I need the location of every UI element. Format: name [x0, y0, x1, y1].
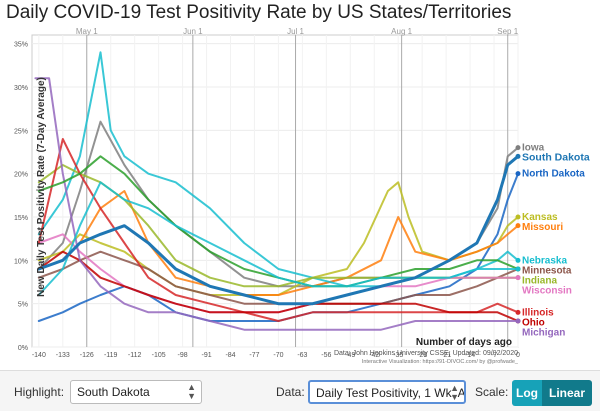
- series-label-missouri: Missouri: [522, 222, 563, 233]
- x-tick-label: -112: [128, 352, 142, 359]
- month-label: Sep 1: [497, 27, 518, 36]
- month-label: Aug 1: [391, 27, 412, 36]
- series-label-nebraska: Nebraska: [522, 255, 567, 266]
- x-tick-label: -7: [491, 352, 497, 359]
- series-label-south-dakota: South Dakota: [522, 152, 590, 164]
- series-label-ohio: Ohio: [522, 317, 545, 328]
- series-endpoint: [515, 275, 521, 281]
- y-axis-label: New Daily Test Positivity Rate (7-Day Av…: [36, 77, 47, 297]
- series-line-unlabeled[interactable]: [37, 155, 519, 288]
- series-line-south-dakota[interactable]: [37, 154, 520, 306]
- y-tick-label: 10%: [14, 258, 28, 265]
- select-chevron-icon: ▲ ▼: [187, 383, 196, 401]
- x-tick-label: -56: [321, 352, 331, 359]
- data-label: Data:: [276, 385, 305, 399]
- page-title: Daily COVID-19 Test Positivity Rate by U…: [6, 2, 512, 23]
- x-tick-label: -133: [56, 352, 70, 359]
- month-label: Jul 1: [287, 27, 304, 36]
- data-select-value: Daily Test Positivity, 1 Wk. Avg.: [316, 386, 466, 400]
- chevron-down-icon: ▼: [450, 392, 459, 402]
- x-axis-label: Number of days ago: [416, 337, 512, 348]
- month-label: Jun 1: [183, 27, 203, 36]
- x-tick-label: -28: [417, 352, 427, 359]
- series-line-minnesota[interactable]: [37, 250, 519, 305]
- series-label-indiana: Indiana: [522, 275, 557, 286]
- y-tick-label: 30%: [14, 85, 28, 92]
- x-tick-label: -140: [32, 352, 46, 359]
- y-tick-label: 5%: [18, 302, 28, 309]
- series-endpoint: [515, 266, 521, 272]
- x-tick-label: -14: [465, 352, 475, 359]
- controls-bar: Highlight: South Dakota ▲ ▼ Data: Daily …: [0, 370, 600, 411]
- series-label-wisconsin: Wisconsin: [522, 285, 572, 296]
- series-line-ohio[interactable]: [37, 250, 519, 322]
- source-note: Data: John Hopkins University CSSE; Upda…: [334, 350, 518, 357]
- x-tick-label: -49: [345, 352, 355, 359]
- series-label-kansas: Kansas: [522, 212, 558, 223]
- y-tick-label: 20%: [14, 172, 28, 179]
- series-line-unlabeled[interactable]: [37, 181, 519, 296]
- chart-axes: 0%5%10%15%20%25%30%35%-140 -133 -126 -119 -1…: [14, 42, 520, 359]
- x-tick-label: -98: [178, 352, 188, 359]
- data-select[interactable]: Daily Test Positivity, 1 Wk. Avg. ▲ ▼: [308, 380, 466, 404]
- highlight-select-value: South Dakota: [77, 385, 150, 399]
- positivity-line-chart: May 1 Jun 1 Jul 1 Aug 1 Sep 1 0% 5% 10% 15% 20% 2…: [14, 27, 590, 365]
- series-endpoint: [515, 214, 521, 220]
- scale-label: Scale:: [475, 385, 509, 399]
- x-tick-label: -119: [104, 352, 118, 359]
- x-tick-label: -21: [441, 352, 451, 359]
- credit-note: Interactive Visualization: https://91-DI…: [362, 359, 519, 365]
- series-endpoint: [515, 318, 521, 324]
- series-label-minnesota: Minnesota: [522, 265, 572, 276]
- series-endpoint: [515, 145, 521, 151]
- series-line-michigan[interactable]: [34, 77, 519, 331]
- log-scale-button[interactable]: Log: [512, 380, 542, 406]
- series-label-illinois: Illinois: [522, 307, 554, 318]
- series-label-michigan: Michigan: [522, 327, 565, 338]
- series-endpoint: [515, 153, 521, 159]
- series-label-iowa: Iowa: [522, 143, 545, 154]
- highlight-select[interactable]: South Dakota ▲ ▼: [70, 380, 202, 404]
- x-tick-label: -105: [152, 352, 166, 359]
- month-label: May 1: [76, 27, 98, 36]
- x-tick-label: -63: [297, 352, 307, 359]
- y-tick-label: 15%: [14, 215, 28, 222]
- series-endpoint: [515, 223, 521, 229]
- select-chevron-icon: ▲ ▼: [450, 384, 459, 402]
- chart-series[interactable]: [34, 51, 521, 331]
- x-tick-label: -91: [201, 352, 211, 359]
- series-endpoint: [515, 309, 521, 315]
- x-tick-label: -35: [393, 352, 403, 359]
- x-tick-label: -70: [273, 352, 283, 359]
- series-label-north-dakota: North Dakota: [522, 169, 585, 180]
- series-line-missouri[interactable]: [37, 190, 519, 296]
- x-tick-label: -42: [369, 352, 379, 359]
- chevron-up-icon: ▲: [187, 382, 196, 392]
- highlight-label: Highlight:: [14, 385, 65, 399]
- chevron-down-icon: ▼: [187, 391, 196, 401]
- chevron-up-icon: ▲: [450, 383, 459, 393]
- x-tick-label: 0: [516, 352, 520, 359]
- series-endpoint: [515, 171, 521, 177]
- y-tick-label: 0%: [18, 345, 28, 352]
- x-tick-label: -77: [249, 352, 259, 359]
- series-endpoint: [515, 257, 521, 263]
- x-tick-label: -84: [225, 352, 235, 359]
- x-tick-label: -126: [80, 352, 94, 359]
- linear-scale-button[interactable]: Linear: [542, 380, 592, 406]
- y-tick-label: 25%: [14, 128, 28, 135]
- y-tick-label: 35%: [14, 42, 28, 49]
